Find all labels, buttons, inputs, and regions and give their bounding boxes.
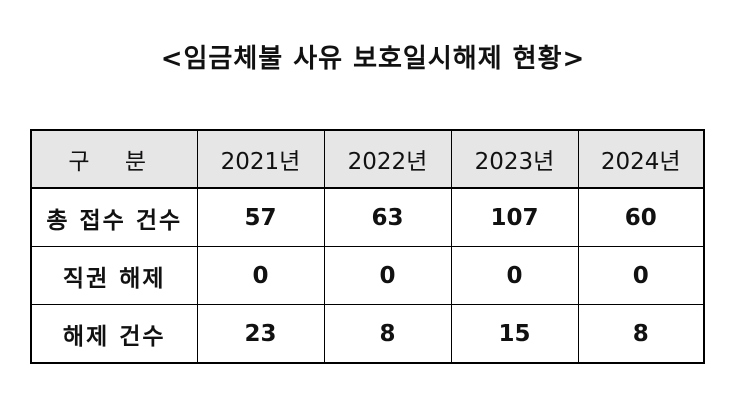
row-label: 직권 해제 bbox=[30, 246, 198, 305]
row-label: 총 접수 건수 bbox=[30, 187, 198, 247]
page-title: <임금체불 사유 보호일시해제 현황> bbox=[160, 44, 586, 74]
header-category: 구 분 bbox=[30, 129, 198, 189]
cell-value: 0 bbox=[323, 246, 452, 305]
cell-value: 23 bbox=[196, 304, 325, 364]
cell-value: 57 bbox=[196, 187, 325, 247]
header-year-2024: 2024년 bbox=[577, 129, 705, 189]
cell-value: 0 bbox=[450, 246, 579, 305]
table-row-release-count: 해제 건수 23 8 15 8 bbox=[30, 304, 705, 364]
header-year-2023: 2023년 bbox=[450, 129, 579, 189]
cell-value: 63 bbox=[323, 187, 452, 247]
table-header-row: 구 분 2021년 2022년 2023년 2024년 bbox=[30, 129, 705, 189]
cell-value: 8 bbox=[577, 304, 705, 364]
cell-value: 60 bbox=[577, 187, 705, 247]
cell-value: 107 bbox=[450, 187, 579, 247]
table-row-total-received: 총 접수 건수 57 63 107 60 bbox=[30, 187, 705, 247]
release-status-table: 구 분 2021년 2022년 2023년 2024년 총 접수 건수 57 6… bbox=[30, 129, 705, 364]
header-year-2022: 2022년 bbox=[323, 129, 452, 189]
header-year-2021: 2021년 bbox=[196, 129, 325, 189]
cell-value: 0 bbox=[577, 246, 705, 305]
cell-value: 0 bbox=[196, 246, 325, 305]
cell-value: 8 bbox=[323, 304, 452, 364]
row-label: 해제 건수 bbox=[30, 304, 198, 364]
table-row-ex-officio-release: 직권 해제 0 0 0 0 bbox=[30, 246, 705, 305]
cell-value: 15 bbox=[450, 304, 579, 364]
